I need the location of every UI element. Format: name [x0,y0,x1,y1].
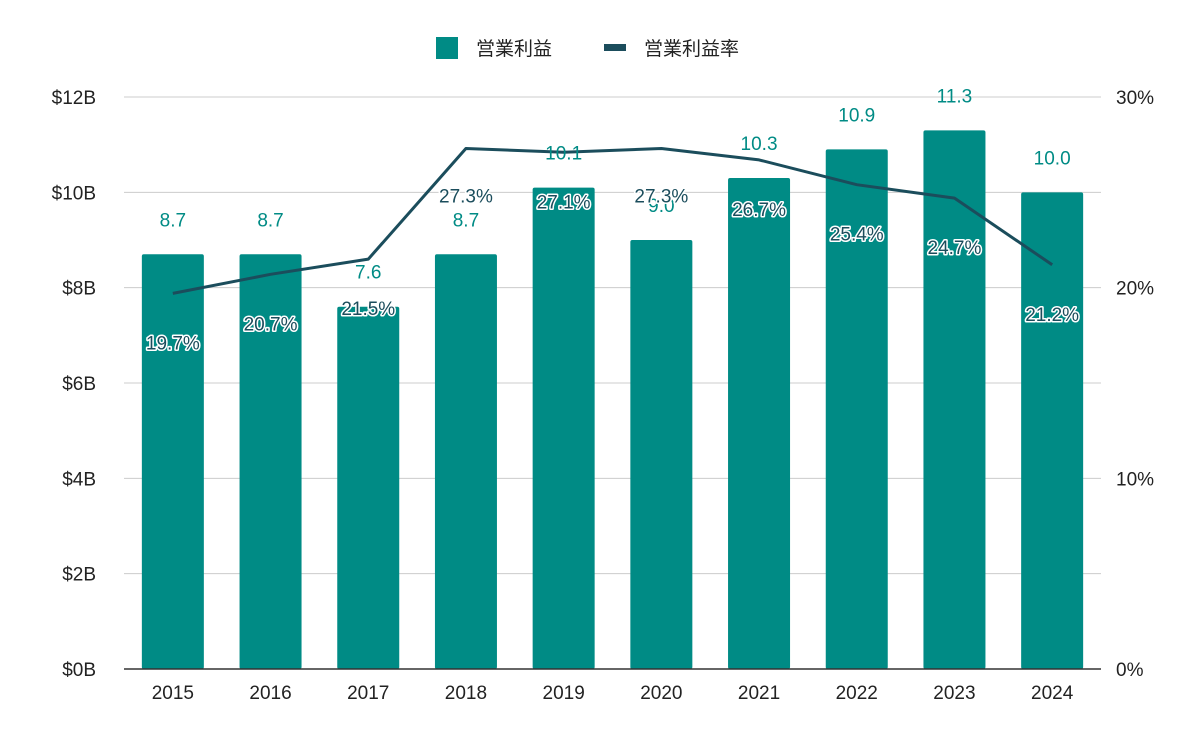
left-tick-label: $4B [62,469,96,490]
line-data-label: 19.7% [146,333,200,354]
x-tick-label: 2021 [738,683,780,704]
x-axis: 2015 2016 2017 2018 2019 2020 2021 2022 2023 2024 [152,683,1074,704]
line-data-label: 26.7% [732,200,786,221]
bar [825,149,888,669]
bar [728,178,791,670]
bar-data-label: 10.3 [741,134,778,155]
line-data-label: 24.7% [928,238,982,259]
right-tick-label: 20% [1116,279,1154,300]
bar [141,254,204,670]
line-data-label: 27.3% [439,186,493,207]
legend-line-label: 営業利益率 [644,38,739,60]
bar [1021,192,1084,670]
x-tick-label: 2022 [836,683,878,704]
bar-data-label: 8.7 [257,210,283,231]
bar-data-label: 9.0 [648,196,674,217]
legend: 営業利益 営業利益率 [436,37,739,60]
line-data-label: 27.3% [634,186,688,207]
line-series [172,147,1054,295]
line-data-label: 21.5% [341,299,395,320]
bar-data-label: 10.9 [838,105,875,126]
left-tick-label: $6B [62,374,96,395]
x-tick-label: 2020 [640,683,682,704]
legend-line-swatch [604,44,626,51]
x-tick-label: 2019 [543,683,585,704]
bar-data-label: 8.7 [453,210,479,231]
left-tick-label: $10B [52,183,96,204]
line-data-label: 27.1% [537,192,591,213]
bar [532,187,595,670]
bar-data-labels: 8.7 8.7 7.6 8.7 10.1 9.0 10.3 10.9 11.3 10.0 [160,86,1071,283]
right-tick-label: 10% [1116,469,1154,490]
x-tick-label: 2018 [445,683,487,704]
legend-bar-label: 営業利益 [476,38,552,60]
bar-data-label: 8.7 [160,210,186,231]
left-tick-label: $8B [62,279,96,300]
line-path [172,147,1054,295]
right-tick-label: 30% [1116,88,1154,109]
right-tick-label: 0% [1116,660,1144,681]
x-tick-label: 2016 [249,683,291,704]
bar-data-label: 10.1 [545,144,582,165]
x-tick-label: 2017 [347,683,389,704]
x-tick-label: 2024 [1031,683,1074,704]
left-y-axis: $0B $2B $4B $6B $8B $10B $12B [52,88,96,681]
bar [239,254,302,670]
left-tick-label: $12B [52,88,96,109]
bar-data-label: 11.3 [937,86,973,107]
legend-bar-swatch [436,37,458,59]
bar-data-label: 7.6 [355,263,381,284]
bar [923,130,986,669]
x-tick-label: 2023 [933,683,975,704]
left-tick-label: $2B [62,565,96,586]
line-data-label: 20.7% [244,314,298,335]
bar-data-label: 10.0 [1034,148,1071,169]
x-tick-label: 2015 [152,683,194,704]
line-data-label: 25.4% [830,225,884,246]
bar [337,306,400,669]
right-y-axis: 0% 10% 20% 30% [1116,88,1154,681]
bar-series [141,130,1084,670]
bar [434,254,497,670]
line-data-labels: 19.7% 20.7% 21.5% 27.3% 27.1% 27.3% 26.7% 25.4%… [144,185,1080,356]
line-data-label: 21.2% [1025,305,1079,326]
bar [630,240,693,669]
left-tick-label: $0B [62,660,96,681]
